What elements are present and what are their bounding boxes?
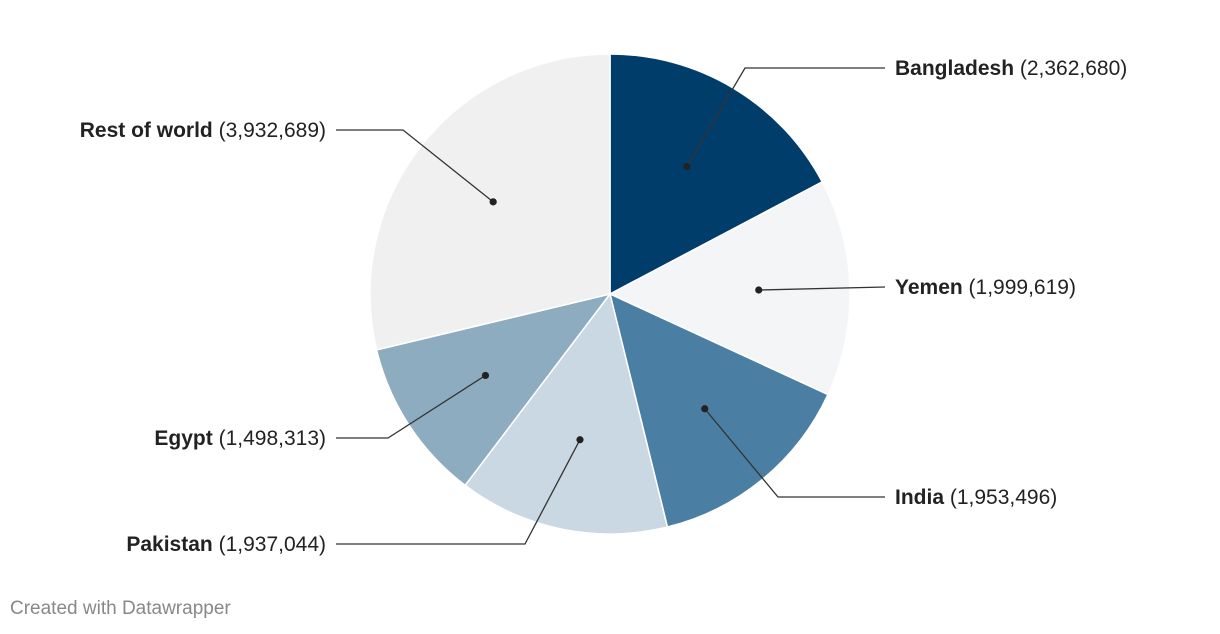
leader-dot-egypt — [481, 371, 490, 380]
slice-label-egypt: Egypt (1,498,313) — [154, 427, 326, 450]
slice-label-name: Rest of world — [80, 119, 213, 142]
leader-dot-pakistan — [576, 436, 584, 444]
pie-slice-bangladesh — [609, 53, 824, 296]
slice-label-value: (1,999,619) — [963, 276, 1076, 299]
slice-label-value: (1,953,496) — [944, 486, 1057, 509]
slice-labels: Bangladesh (2,362,680) Yemen (1,999,619) I… — [80, 57, 1128, 556]
slice-label-rest-of-world: Rest of world (3,932,689) — [80, 119, 326, 142]
pie-slices — [369, 53, 851, 535]
slice-label-yemen: Yemen (1,999,619) — [895, 276, 1076, 299]
slice-label-name: Yemen — [895, 276, 963, 299]
slice-label-bangladesh: Bangladesh (2,362,680) — [895, 57, 1127, 80]
slice-label-name: Bangladesh — [895, 57, 1014, 80]
slice-label-value: (1,498,313) — [213, 427, 326, 450]
leader-lines — [336, 67, 886, 545]
slice-label-value: (2,362,680) — [1014, 57, 1127, 80]
leader-dot-bangladesh — [683, 162, 691, 171]
leader-line-yemen — [758, 286, 886, 291]
pie-slice-egypt — [375, 292, 612, 487]
leader-line-bangladesh — [686, 67, 885, 167]
leader-dot-yemen — [755, 286, 763, 294]
slice-label-name: Egypt — [154, 427, 212, 450]
slice-label-value: (3,932,689) — [213, 119, 326, 142]
slice-label-name: Pakistan — [126, 533, 212, 556]
slice-label-name: India — [895, 486, 944, 509]
credit-footer: Created with Datawrapper — [10, 598, 231, 619]
leader-dot-india — [701, 405, 709, 413]
slice-label-pakistan: Pakistan (1,937,044) — [126, 533, 326, 556]
leader-line-india — [704, 408, 885, 498]
leader-dot-rest-of-world — [489, 198, 497, 206]
leader-line-pakistan — [336, 439, 581, 545]
pie-slice-pakistan — [464, 292, 669, 535]
slice-label-india: India (1,953,496) — [895, 486, 1057, 509]
leader-line-rest-of-world — [336, 129, 494, 203]
slice-label-value: (1,937,044) — [213, 533, 326, 556]
leader-line-egypt — [336, 374, 486, 439]
